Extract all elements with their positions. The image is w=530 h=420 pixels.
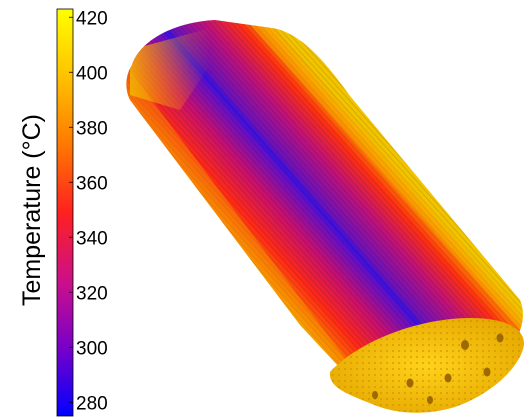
cylinder [126,20,525,413]
colorbar-tick-label: 380 [76,118,108,139]
colorbar-tick-label: 340 [76,228,108,249]
colorbar: 280 300 320 340 360 380 400 420 Temperature (°C… [18,8,108,417]
colorbar-label: Temperature (°C) [18,114,46,306]
colorbar-tick-label: 320 [76,283,108,304]
colorbar-bar [56,8,74,417]
colorbar-tick-label: 280 [76,393,108,414]
colorbar-tick-label: 300 [76,338,108,359]
cylinder-end-cap [329,318,525,413]
colorbar-tick-label: 400 [76,63,108,84]
colorbar-tick-label: 360 [76,173,108,194]
colorbar-ticks: 280 300 320 340 360 380 400 420 [69,8,108,414]
colorbar-tick-label: 420 [76,8,108,29]
